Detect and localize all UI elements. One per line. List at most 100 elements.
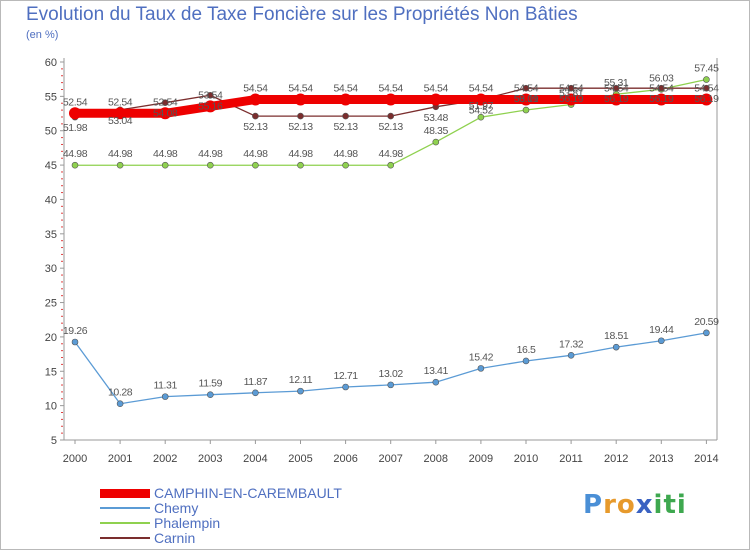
data-label: 44.98 (198, 148, 223, 160)
data-point (700, 93, 713, 106)
data-point (565, 93, 578, 106)
data-label: 19.44 (649, 324, 674, 336)
y-tick-label: 25 (45, 298, 57, 310)
data-label: 11.87 (244, 376, 268, 388)
data-point (161, 393, 169, 400)
legend-swatch-carnin (100, 537, 150, 539)
data-label: 20.59 (694, 316, 719, 328)
data-point (161, 161, 169, 169)
y-tick-label: 20 (45, 332, 57, 344)
data-point (522, 106, 530, 114)
data-point (294, 93, 307, 106)
data-point (610, 93, 623, 106)
data-label: 53.54 (198, 89, 223, 101)
data-point (71, 161, 79, 169)
y-tick-label: 5 (51, 435, 57, 447)
data-point (520, 93, 532, 106)
x-tick-label: 2012 (604, 453, 628, 465)
data-point (567, 352, 575, 359)
data-label: 11.31 (153, 380, 177, 392)
data-label: 54.54 (649, 83, 674, 95)
data-label: 56.03 (649, 72, 674, 84)
data-label: 54.54 (333, 83, 358, 95)
data-label: 54.54 (469, 83, 494, 95)
x-tick-label: 2000 (63, 453, 87, 465)
data-point (161, 99, 169, 106)
data-point (116, 400, 124, 408)
legend-item-chemy: Chemy (100, 501, 198, 515)
data-point (477, 113, 485, 121)
data-point (612, 343, 620, 351)
data-label: 10.28 (108, 387, 133, 399)
data-label: 55.31 (604, 77, 629, 89)
x-tick-label: 2013 (649, 453, 673, 465)
data-label: 54.08 (153, 108, 178, 120)
data-point (477, 365, 485, 372)
data-label: 44.98 (153, 148, 178, 160)
data-label: 13.02 (379, 368, 404, 380)
data-label: 56.19 (559, 93, 584, 105)
data-label: 52.13 (333, 121, 358, 133)
data-label: 17.32 (559, 338, 584, 350)
data-label: 11.59 (199, 378, 223, 390)
y-tick-label: 30 (45, 263, 57, 275)
data-point (612, 84, 620, 92)
legend-item-phalempin: Phalempin (100, 516, 220, 530)
data-label: 44.98 (333, 148, 358, 160)
proxiti-logo: Proxiti (583, 490, 687, 520)
data-point (252, 389, 259, 397)
data-label: 54.54 (288, 83, 313, 95)
data-label: 51.97 (469, 100, 494, 112)
legend-label-chemy: Chemy (154, 500, 199, 516)
x-tick-label: 2003 (198, 453, 222, 465)
data-label: 52.54 (108, 96, 133, 108)
logo-letter: r (603, 490, 617, 520)
data-point (342, 161, 349, 169)
data-label: 56.19 (694, 93, 719, 105)
data-point (387, 381, 395, 389)
data-point (207, 391, 214, 399)
data-point (703, 329, 710, 337)
y-tick-label: 60 (45, 57, 57, 69)
data-point (432, 138, 440, 146)
data-label: 56.19 (514, 93, 539, 105)
data-label: 48.35 (424, 125, 449, 137)
x-tick-label: 2014 (694, 453, 718, 465)
data-point (703, 84, 710, 92)
data-label: 52.54 (153, 96, 178, 108)
data-point (657, 337, 665, 345)
x-tick-label: 2010 (514, 453, 538, 465)
data-label: 44.98 (288, 148, 313, 160)
legend-label-camphin: CAMPHIN-EN-CAREMBAULT (154, 485, 342, 501)
legend-label-phalempin: Phalempin (154, 515, 221, 531)
legend-swatch-camphin (100, 488, 150, 498)
data-label: 52.13 (243, 121, 268, 133)
logo-letter: i (653, 490, 664, 520)
data-label: 53.48 (424, 112, 449, 124)
logo-letter: x (635, 490, 654, 520)
x-tick-label: 2005 (288, 453, 312, 465)
data-point (116, 161, 124, 169)
x-tick-label: 2011 (559, 453, 583, 465)
legend-label-carnin: Carnin (154, 530, 196, 546)
chart-title: Evolution du Taux de Taxe Foncière sur l… (26, 4, 578, 25)
data-point (207, 91, 214, 99)
x-tick-label: 2002 (153, 453, 177, 465)
data-point (249, 93, 262, 106)
data-point (204, 100, 217, 113)
data-label: 53.81 (559, 88, 584, 100)
data-point (297, 387, 304, 395)
data-point (657, 84, 665, 92)
data-label: 44.98 (108, 148, 133, 160)
data-point (297, 161, 304, 169)
data-label: 15.42 (469, 351, 494, 363)
data-point (567, 84, 575, 92)
legend-item-camphin: CAMPHIN-EN-CAREMBAULT (100, 486, 342, 500)
data-point (703, 76, 710, 83)
data-point (432, 378, 440, 386)
data-point (69, 107, 81, 120)
data-label: 16.5 (517, 344, 536, 356)
x-tick-label: 2009 (469, 453, 493, 465)
